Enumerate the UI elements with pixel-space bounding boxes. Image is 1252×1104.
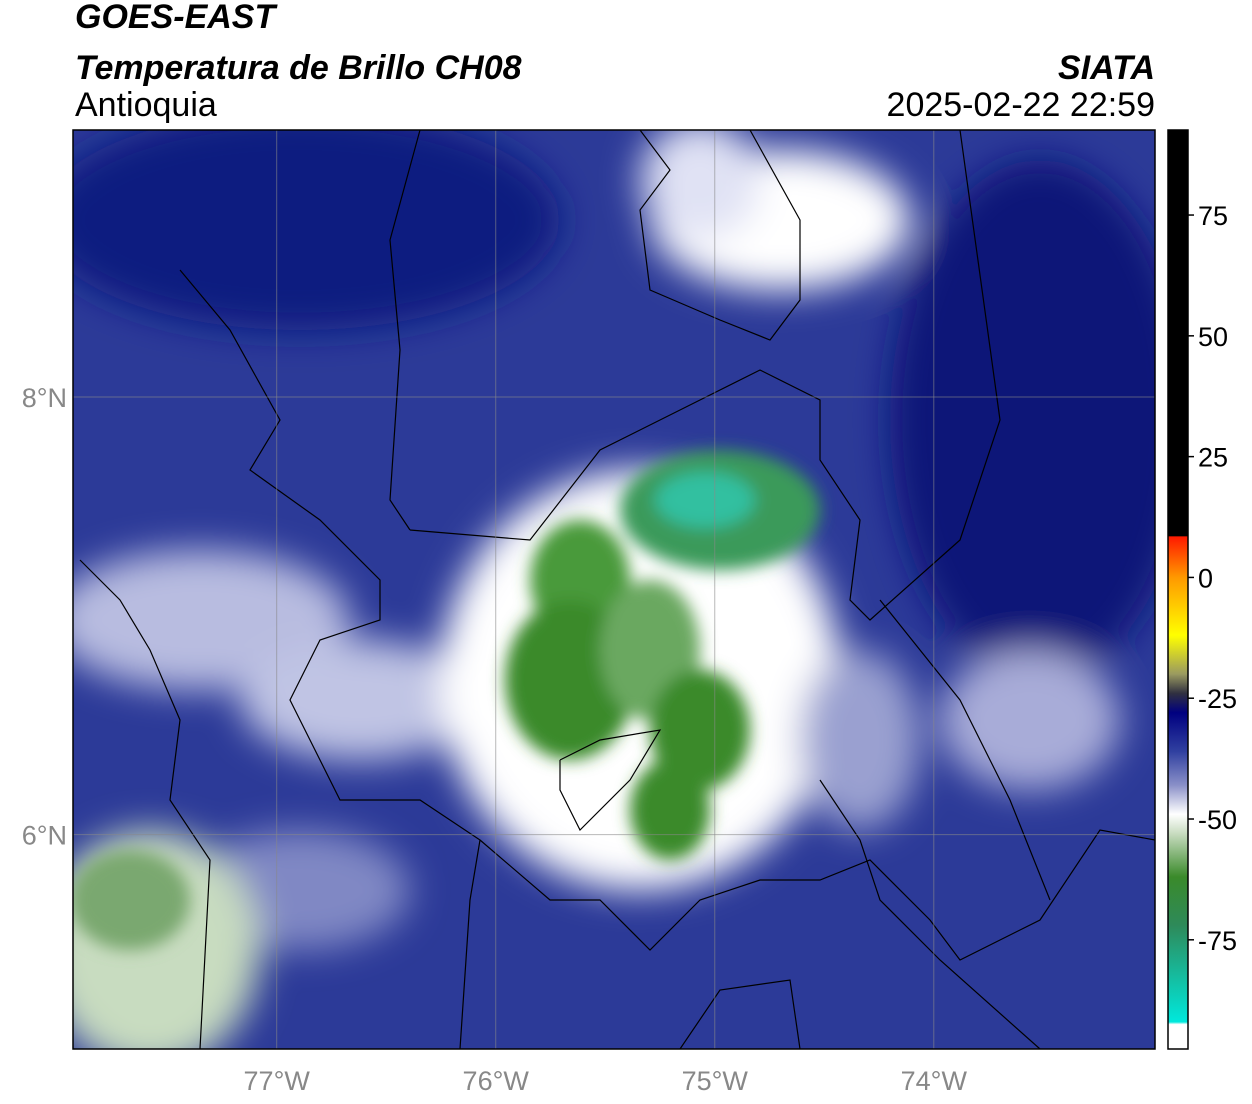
satellite-image: [73, 130, 1155, 1049]
source: SIATA: [1058, 49, 1155, 87]
subtitle: Temperatura de Brillo CH08: [75, 49, 522, 87]
colorbar-tick-label: 0: [1198, 563, 1213, 593]
y-tick-label: 8°N: [22, 383, 67, 413]
region: Antioquia: [75, 86, 217, 124]
colorbar-tick-label: -25: [1198, 684, 1237, 714]
x-tick-label: 77°W: [244, 1066, 311, 1096]
x-tick-label: 76°W: [463, 1066, 530, 1096]
colorbar-tick-label: 25: [1198, 443, 1228, 473]
datetime: 2025-02-22 22:59: [887, 86, 1155, 124]
colorbar-tick-label: 75: [1198, 201, 1228, 231]
colorbar-tick-label: -75: [1198, 926, 1237, 956]
x-tick-label: 74°W: [901, 1066, 968, 1096]
colorbar-tick-label: 50: [1198, 322, 1228, 352]
colorbar: [1167, 129, 1189, 1050]
colorbar-tick-label: -50: [1198, 805, 1237, 835]
y-tick-label: 6°N: [22, 821, 67, 851]
x-tick-label: 75°W: [682, 1066, 749, 1096]
map-frame: [72, 129, 1156, 1050]
title: GOES-EAST: [75, 0, 278, 36]
